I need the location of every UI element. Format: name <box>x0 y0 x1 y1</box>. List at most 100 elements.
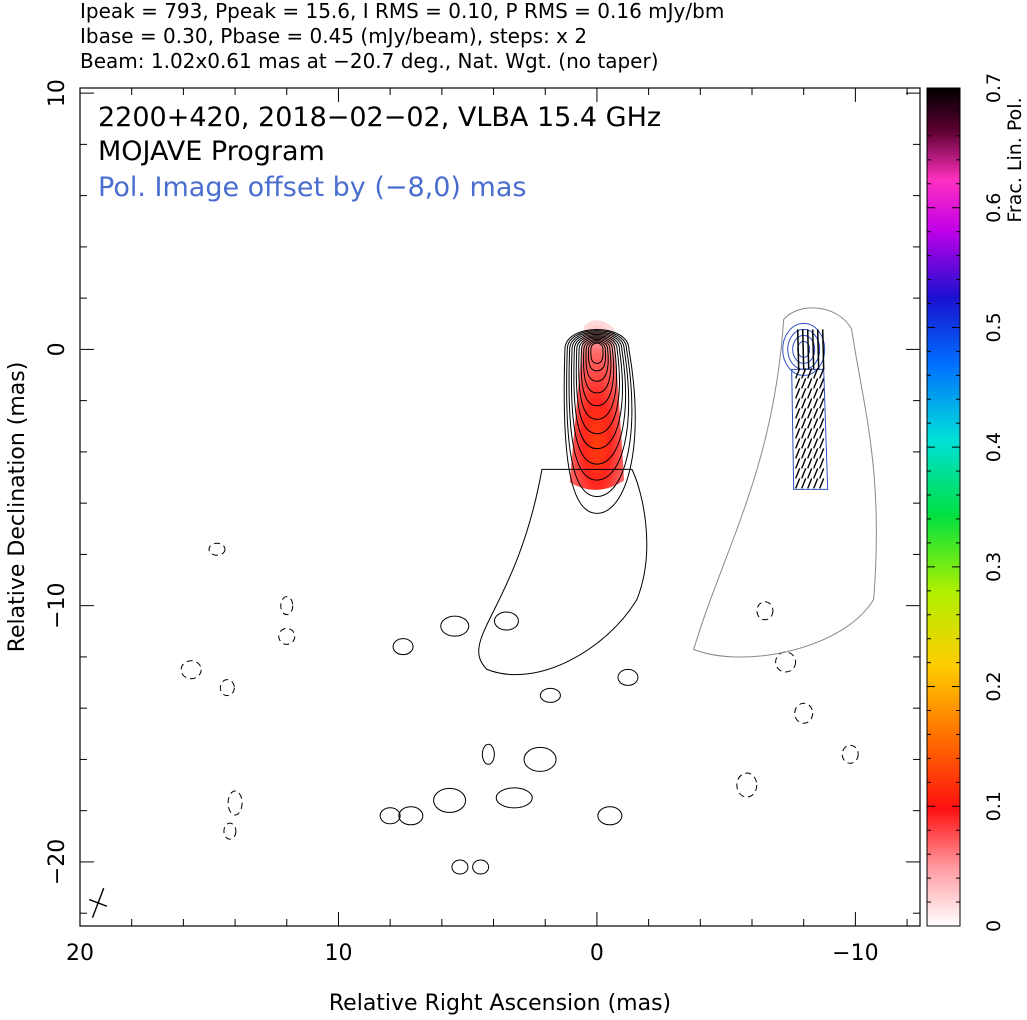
x-tick-label: −10 <box>832 941 878 966</box>
evpa-tick <box>807 418 813 429</box>
i-contour-blob <box>481 743 495 765</box>
evpa-tick <box>795 378 801 389</box>
evpa-tick <box>813 398 819 409</box>
evpa-tick <box>813 428 819 439</box>
i-contour-blob <box>539 687 561 703</box>
polarized-intensity-contours <box>693 307 877 658</box>
evpa-tick <box>807 458 813 469</box>
evpa-tick <box>801 378 807 389</box>
evpa-tick <box>801 329 805 370</box>
evpa-tick <box>813 468 819 479</box>
evpa-tick <box>821 329 825 370</box>
plot-frame <box>79 87 921 927</box>
i-contour-blob <box>597 806 623 826</box>
x-tick-label: 10 <box>324 941 352 966</box>
y-tick-label: −20 <box>45 839 70 885</box>
y-axis-ticks <box>80 92 920 914</box>
pol-offset-annotation: Pol. Image offset by (−8,0) mas <box>98 172 526 203</box>
evpa-tick <box>807 408 813 419</box>
x-axis-tick-labels: 20 10 0 −10 <box>66 941 879 966</box>
i-contour-negative <box>736 772 758 798</box>
i-contour <box>575 335 620 435</box>
x-axis-label: Relative Right Ascension (mas) <box>329 991 671 1016</box>
beam-marker <box>88 887 108 918</box>
evpa-tick <box>807 438 813 449</box>
evpa-tick <box>801 468 807 479</box>
i-contour-blob <box>379 807 401 825</box>
i-contour <box>570 332 627 465</box>
y-tick-label: 10 <box>45 79 70 107</box>
evpa-tick <box>801 448 807 459</box>
evpa-tick <box>819 448 825 459</box>
evpa-tick <box>795 458 801 469</box>
evpa-tick <box>801 398 807 409</box>
i-contour <box>578 336 617 420</box>
x-tick-label: 0 <box>590 941 604 966</box>
x-tick-label: 20 <box>66 941 94 966</box>
evpa-tick <box>811 329 815 370</box>
colorbar-label: Frac. Lin. Pol. <box>1004 97 1026 222</box>
x-axis-ticks <box>79 88 908 926</box>
evpa-tick <box>801 418 807 429</box>
evpa-tick <box>819 458 825 469</box>
evpa-tick <box>795 388 801 399</box>
evpa-tick <box>813 438 819 449</box>
i-contour-negative <box>223 822 237 840</box>
i-contour <box>563 329 636 514</box>
i-contour-blob <box>495 787 533 809</box>
plot-area <box>88 307 877 918</box>
evpa-tick <box>807 398 813 409</box>
i-contour-negative <box>280 596 294 616</box>
program-annotation: MOJAVE Program <box>98 136 325 167</box>
i-contour-negative <box>794 702 814 724</box>
i-contour-blob <box>523 746 557 772</box>
colorbar-tick-label: 0.1 <box>983 791 1005 821</box>
colorbar-tick-label: 0.5 <box>983 312 1005 342</box>
evpa-tick <box>795 448 801 459</box>
i-contour-blob <box>617 668 639 686</box>
i-contour <box>566 330 633 498</box>
i-contour-negative <box>756 601 774 621</box>
i-contour-blob <box>440 615 470 637</box>
i-contour-negative <box>219 679 235 697</box>
i-contour-negative <box>208 542 226 556</box>
evpa-tick <box>816 329 820 370</box>
evpa-tick <box>801 478 807 489</box>
i-contour-blob <box>392 638 414 656</box>
colorbar-tick-label: 0.3 <box>983 552 1005 582</box>
evpa-tick <box>795 408 801 419</box>
header-line-1: Ipeak = 793, Ppeak = 15.6, I RMS = 0.10,… <box>80 0 725 23</box>
evpa-tick <box>795 368 801 379</box>
evpa-tick <box>795 398 801 409</box>
colorbar-tick-labels: 0 0.1 0.2 0.3 0.4 0.5 0.6 0.7 <box>983 73 1005 932</box>
i-contour <box>580 337 615 407</box>
evpa-tick <box>801 408 807 419</box>
evpa-tick <box>819 408 825 419</box>
i-contour-negative <box>775 651 797 673</box>
i-contour <box>573 333 623 450</box>
i-contour-negative <box>180 660 202 680</box>
y-axis-tick-labels: 10 0 −10 −20 <box>45 79 70 885</box>
evpa-tick <box>813 478 819 489</box>
header-line-2: Ibase = 0.30, Pbase = 0.45 (mJy/beam), s… <box>80 24 588 48</box>
evpa-tick <box>806 329 810 370</box>
evpa-tick <box>819 468 825 479</box>
colorbar <box>927 88 960 926</box>
evpa-tick <box>807 468 813 479</box>
evpa-tick <box>801 458 807 469</box>
evpa-tick <box>813 378 819 389</box>
evpa-tick <box>813 388 819 399</box>
evpa-tick <box>801 428 807 439</box>
total-intensity-contours <box>180 329 859 875</box>
evpa-tick <box>819 418 825 429</box>
evpa-tick <box>819 368 825 379</box>
evpa-tick <box>819 398 825 409</box>
i-contour-blob <box>472 859 490 875</box>
evpa-tick <box>801 388 807 399</box>
evpa-tick <box>819 428 825 439</box>
evpa-tick <box>807 368 813 379</box>
evpa-tick <box>807 448 813 459</box>
evpa-tick <box>795 478 801 489</box>
i-contour <box>590 342 604 364</box>
